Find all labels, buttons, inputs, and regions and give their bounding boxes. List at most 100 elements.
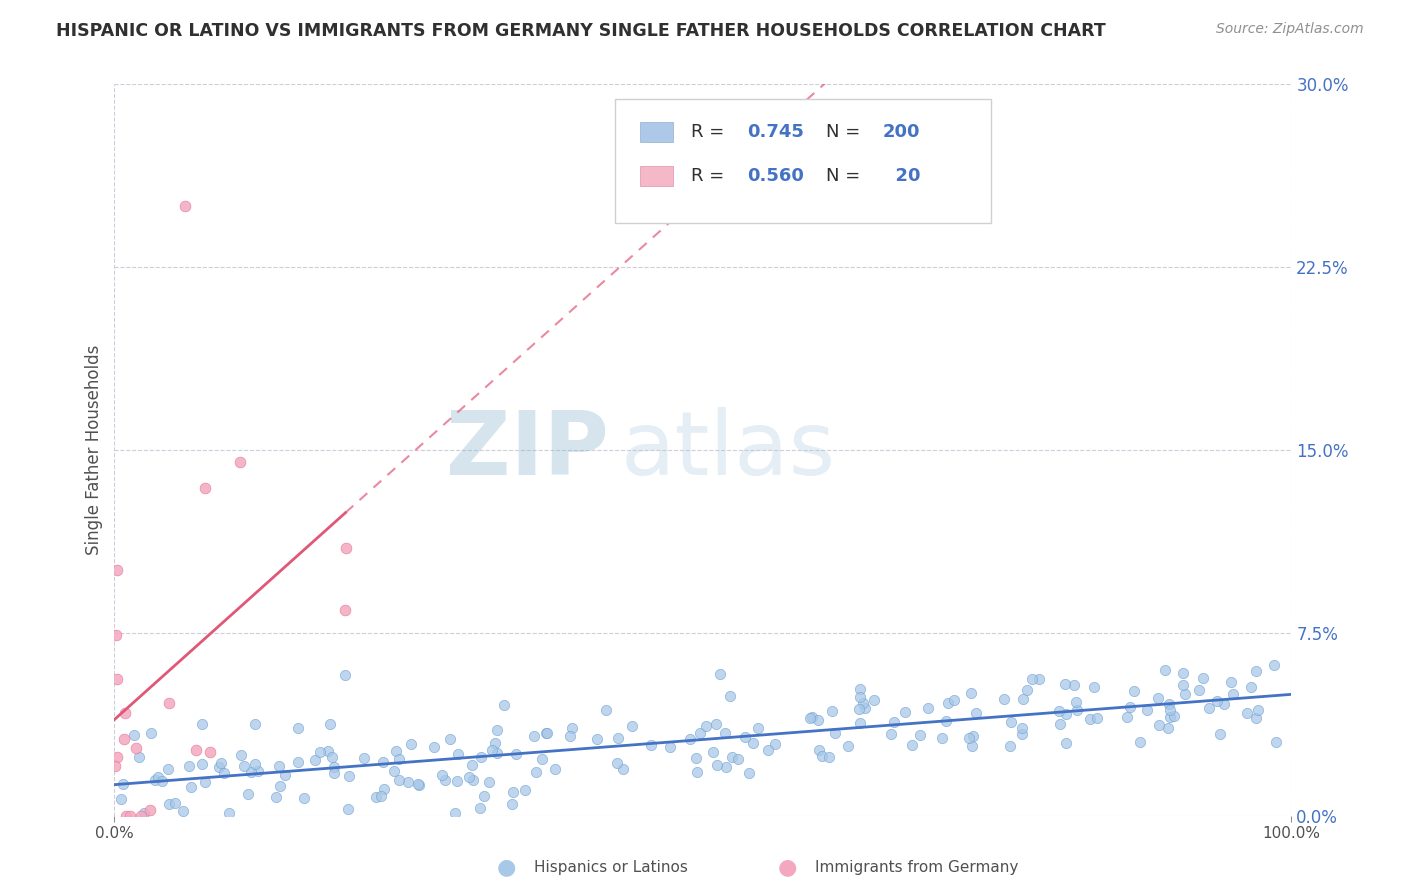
Point bbox=[1213, 697, 1236, 711]
Point bbox=[1083, 680, 1105, 694]
Text: R =: R = bbox=[692, 167, 730, 185]
Point bbox=[114, 706, 136, 721]
Point bbox=[104, 628, 127, 642]
Point bbox=[112, 732, 135, 747]
Point bbox=[333, 603, 356, 617]
Point bbox=[110, 791, 132, 805]
Text: HISPANIC OR LATINO VS IMMIGRANTS FROM GERMANY SINGLE FATHER HOUSEHOLDS CORRELATI: HISPANIC OR LATINO VS IMMIGRANTS FROM GE… bbox=[56, 22, 1107, 40]
Point bbox=[371, 755, 394, 769]
Point bbox=[128, 750, 150, 764]
Point bbox=[727, 751, 749, 765]
Point bbox=[335, 541, 357, 556]
Point bbox=[122, 728, 145, 742]
Point bbox=[524, 765, 547, 780]
Point bbox=[1205, 694, 1227, 708]
Point bbox=[152, 774, 174, 789]
FancyBboxPatch shape bbox=[641, 121, 673, 142]
Point bbox=[640, 738, 662, 752]
Point bbox=[852, 697, 875, 711]
Point bbox=[399, 737, 422, 751]
Point bbox=[339, 768, 361, 782]
Text: ●: ● bbox=[778, 857, 797, 877]
Point bbox=[269, 780, 291, 794]
Point bbox=[370, 789, 392, 804]
Point bbox=[470, 801, 492, 815]
Point bbox=[505, 747, 527, 761]
Point bbox=[105, 672, 128, 686]
Point bbox=[353, 751, 375, 765]
Point bbox=[706, 757, 728, 772]
Point bbox=[373, 782, 395, 797]
Point bbox=[936, 696, 959, 710]
Point bbox=[523, 729, 546, 743]
Point bbox=[742, 736, 765, 750]
Point bbox=[1240, 680, 1263, 694]
Point bbox=[1049, 717, 1071, 731]
Point bbox=[1159, 703, 1181, 717]
Point bbox=[1147, 690, 1170, 705]
Point bbox=[1122, 684, 1144, 698]
Text: R =: R = bbox=[692, 123, 730, 141]
Text: Hispanics or Latinos: Hispanics or Latinos bbox=[534, 860, 688, 874]
Point bbox=[186, 743, 208, 757]
Point bbox=[173, 199, 195, 213]
Point bbox=[308, 745, 330, 759]
Point bbox=[1220, 675, 1243, 690]
Point bbox=[434, 773, 457, 788]
Point bbox=[1047, 704, 1070, 718]
Point bbox=[157, 797, 180, 812]
Point bbox=[917, 701, 939, 715]
Point bbox=[229, 455, 252, 469]
Point bbox=[461, 772, 484, 787]
Point bbox=[962, 729, 984, 743]
Point bbox=[837, 739, 859, 753]
Point bbox=[218, 806, 240, 821]
Point bbox=[406, 777, 429, 791]
Point bbox=[883, 715, 905, 730]
Point bbox=[1064, 695, 1087, 709]
Point bbox=[734, 731, 756, 745]
Point bbox=[689, 726, 711, 740]
Point bbox=[862, 692, 884, 706]
Point bbox=[679, 732, 702, 747]
Point bbox=[163, 796, 186, 810]
Point bbox=[908, 728, 931, 742]
Point bbox=[704, 717, 727, 731]
Point bbox=[287, 755, 309, 769]
Point bbox=[811, 748, 834, 763]
Point bbox=[1015, 683, 1038, 698]
Point bbox=[439, 732, 461, 747]
Point bbox=[515, 782, 537, 797]
FancyBboxPatch shape bbox=[614, 99, 991, 223]
Point bbox=[935, 714, 957, 728]
Point bbox=[1163, 708, 1185, 723]
Point bbox=[239, 764, 262, 779]
Point bbox=[686, 765, 709, 780]
Point bbox=[1054, 736, 1077, 750]
Point bbox=[1119, 699, 1142, 714]
Point bbox=[1244, 665, 1267, 679]
Point bbox=[1222, 687, 1244, 701]
Point bbox=[388, 752, 411, 766]
Text: 200: 200 bbox=[883, 123, 921, 141]
Point bbox=[461, 758, 484, 772]
Point bbox=[264, 789, 287, 804]
Point bbox=[115, 809, 138, 823]
Point bbox=[965, 706, 987, 720]
Point bbox=[194, 482, 217, 496]
Point bbox=[111, 777, 134, 791]
Point bbox=[323, 766, 346, 780]
Point bbox=[321, 749, 343, 764]
Point bbox=[432, 768, 454, 782]
Point bbox=[853, 700, 876, 714]
Point bbox=[848, 716, 870, 731]
Text: 0.745: 0.745 bbox=[748, 123, 804, 141]
Text: 0.560: 0.560 bbox=[748, 167, 804, 185]
Point bbox=[200, 745, 222, 759]
Point bbox=[962, 739, 984, 754]
Point bbox=[118, 809, 141, 823]
Text: N =: N = bbox=[827, 123, 866, 141]
Text: ZIP: ZIP bbox=[446, 407, 609, 493]
Point bbox=[718, 689, 741, 703]
Point bbox=[1198, 700, 1220, 714]
